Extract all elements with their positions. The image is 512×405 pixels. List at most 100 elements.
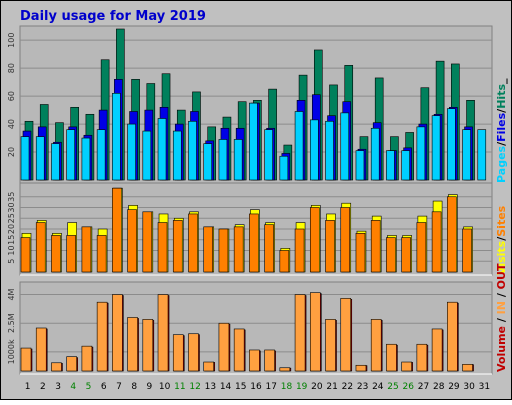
legend-visits-panel: Visits/Sites bbox=[495, 205, 508, 275]
day-label: 11 bbox=[174, 382, 185, 392]
bar-sites bbox=[370, 220, 381, 273]
bar-kbytes-in bbox=[127, 317, 138, 372]
bar-pages bbox=[112, 93, 121, 181]
day-label: 3 bbox=[55, 382, 61, 392]
bar-kbytes-in bbox=[431, 328, 443, 372]
day-label: 16 bbox=[250, 382, 262, 392]
bar-pages bbox=[66, 129, 75, 181]
y-tick-label: 35 bbox=[7, 192, 16, 202]
y-tick-label: 1000k bbox=[7, 339, 16, 364]
bar-kbytes-in bbox=[20, 347, 32, 372]
legend-sep-4: / bbox=[495, 236, 508, 241]
legend-in: IN bbox=[495, 301, 508, 314]
bar-pages bbox=[355, 150, 365, 181]
bar-pages bbox=[386, 150, 395, 181]
bar-sites bbox=[249, 213, 259, 273]
bar-sites bbox=[325, 220, 335, 273]
bar-kbytes-in bbox=[51, 362, 62, 372]
bar-sites bbox=[340, 207, 351, 273]
bar-sites bbox=[127, 209, 137, 273]
bar-kbytes-in bbox=[218, 322, 230, 372]
y-tick-label: 30 bbox=[7, 202, 16, 212]
bar-kbytes-in bbox=[355, 364, 367, 372]
bar-pages bbox=[416, 126, 426, 181]
bar-pages bbox=[431, 115, 441, 181]
panel-volume: 1000k 2.5M 4M bbox=[7, 281, 493, 375]
legend-pages: Pages bbox=[495, 145, 508, 183]
bar-pages bbox=[477, 129, 487, 181]
day-label: 24 bbox=[372, 382, 384, 392]
bar-pages bbox=[462, 129, 471, 181]
bar-sites bbox=[401, 237, 411, 273]
bar-pages bbox=[279, 155, 289, 181]
y-tick-label: 100 bbox=[7, 33, 16, 48]
bar-kbytes-in bbox=[35, 327, 47, 372]
bar-pages bbox=[51, 143, 60, 181]
legend-volume-panel: Volume / IN / OUT bbox=[495, 263, 508, 372]
bar-pages bbox=[325, 120, 334, 181]
bar-pages bbox=[172, 130, 182, 181]
day-label: 5 bbox=[86, 382, 92, 392]
day-label: 10 bbox=[159, 382, 171, 392]
bar-pages bbox=[218, 139, 228, 181]
bar-sites bbox=[66, 235, 76, 273]
bar-sites bbox=[35, 222, 46, 273]
legend-out: OUT bbox=[495, 263, 508, 289]
bar-kbytes-in bbox=[96, 301, 108, 372]
bar-kbytes-in bbox=[447, 301, 458, 372]
y-tick-label: 80 bbox=[7, 63, 16, 73]
day-label: 26 bbox=[403, 382, 415, 392]
legend-hits-panel: Pages/Files/Hits_ bbox=[495, 78, 508, 183]
bar-sites bbox=[431, 211, 442, 273]
day-label: 30 bbox=[463, 382, 475, 392]
bar-kbytes-in bbox=[172, 334, 184, 372]
day-label: 15 bbox=[235, 382, 246, 392]
day-label: 9 bbox=[147, 382, 153, 392]
bar-kbytes-in bbox=[233, 328, 245, 372]
y-tick-label: 20 bbox=[7, 147, 16, 157]
bar-kbytes-in bbox=[157, 294, 169, 372]
bar-sites bbox=[142, 211, 153, 273]
day-axis: 1 2 3 4 5 6 7 8 9 10 11 12 13 14 15 16 17 18 19 20 21 22 23 24 2… bbox=[25, 382, 490, 392]
day-label: 20 bbox=[311, 382, 323, 392]
bar-pages bbox=[203, 143, 213, 181]
day-label: 31 bbox=[479, 382, 490, 392]
legend-visits: Visits bbox=[495, 240, 508, 275]
y-tick-label: 25 bbox=[7, 213, 16, 223]
bar-kbytes-in bbox=[203, 361, 215, 372]
legend-hits: Hits bbox=[495, 84, 508, 109]
day-label: 13 bbox=[205, 382, 216, 392]
bar-sites bbox=[264, 224, 274, 273]
panel-hits: 20 40 60 80 100 bbox=[7, 25, 493, 184]
bar-sites bbox=[294, 228, 305, 273]
bar-kbytes-in bbox=[325, 319, 336, 372]
day-label: 4 bbox=[70, 382, 76, 392]
day-label: 7 bbox=[116, 382, 122, 392]
legend-files: Files bbox=[495, 112, 508, 142]
bar-pages bbox=[142, 130, 152, 181]
bar-sites bbox=[279, 250, 290, 273]
bar-sites bbox=[157, 222, 168, 273]
bar-pages bbox=[81, 137, 91, 181]
bar-sites bbox=[462, 228, 472, 273]
day-label: 29 bbox=[448, 382, 460, 392]
bar-pages bbox=[309, 119, 319, 181]
bar-kbytes-in bbox=[264, 349, 275, 372]
legend-sep-6: / bbox=[495, 289, 508, 301]
bar-kbytes-in bbox=[462, 364, 473, 372]
bar-kbytes-in bbox=[81, 345, 93, 372]
y-tick-label: 15 bbox=[7, 235, 16, 245]
y-tick-label: 10 bbox=[7, 245, 16, 255]
bar-kbytes-in bbox=[386, 343, 397, 372]
day-label: 17 bbox=[265, 382, 276, 392]
bar-kbytes-in bbox=[142, 319, 154, 372]
legend-sep-3: _ bbox=[495, 78, 508, 84]
legend-sep-5: / bbox=[495, 314, 508, 326]
y-tick-label: 2.5M bbox=[7, 313, 16, 333]
bar-sites bbox=[188, 213, 198, 273]
bar-pages bbox=[35, 136, 45, 181]
bar-pages bbox=[96, 129, 106, 181]
bar-sites bbox=[51, 235, 61, 273]
